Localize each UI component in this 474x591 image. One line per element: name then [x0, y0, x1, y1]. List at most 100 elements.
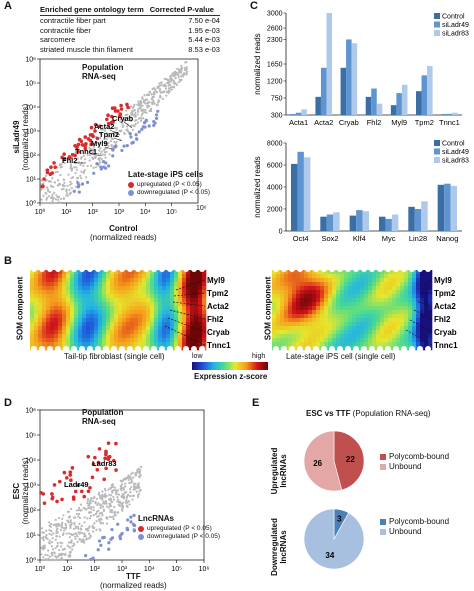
- som-cell-ttf: [130, 322, 135, 327]
- som-cell-ips: [280, 270, 285, 275]
- pie-slice-label: 22: [346, 455, 355, 464]
- som-cell-ips: [380, 326, 385, 331]
- som-cell-ips: [348, 290, 353, 295]
- som-cell-ips: [288, 318, 293, 323]
- som-cell-ttf: [118, 330, 123, 335]
- y-tick-label: 10⁵: [25, 81, 36, 88]
- som-cell-ttf: [74, 306, 79, 311]
- y-tick-label: 10²: [26, 508, 37, 515]
- som-cell-ttf: [106, 274, 111, 279]
- som-cell-ttf: [202, 310, 207, 315]
- x-tick-label: Myl9: [391, 118, 407, 127]
- som-border-notch: [361, 266, 367, 272]
- som-cell-ips: [368, 298, 373, 303]
- panel-d-legend-down: downregulated (P < 0.05): [138, 533, 220, 541]
- som-cell-ips: [356, 330, 361, 335]
- som-cell-ips: [420, 290, 425, 295]
- som-cell-ips: [380, 298, 385, 303]
- som-cell-ips: [320, 310, 325, 315]
- grey-point: [106, 143, 109, 147]
- som-cell-ttf: [146, 294, 151, 299]
- som-cell-ttf: [114, 270, 119, 275]
- downregulated-point: [101, 159, 106, 164]
- som-cell-ttf: [86, 330, 91, 335]
- som-cell-ips: [408, 270, 413, 275]
- som-cell-ips: [312, 302, 317, 307]
- grey-point: [185, 66, 188, 69]
- som-cell-ttf: [94, 330, 99, 335]
- grey-point: [85, 537, 89, 540]
- som-cell-ttf: [86, 334, 91, 339]
- grey-point: [70, 533, 73, 536]
- som-cell-ips: [384, 314, 389, 319]
- som-cell-ttf: [194, 298, 199, 303]
- som-cell-ips: [404, 314, 409, 319]
- som-border-notch: [111, 346, 117, 352]
- som-cell-ips: [380, 290, 385, 295]
- som-cell-ips: [308, 326, 313, 331]
- som-cell-ips: [284, 294, 289, 299]
- som-cell-ips: [300, 330, 305, 335]
- som-cell-ttf: [162, 286, 167, 291]
- som-cell-ttf: [130, 310, 135, 315]
- downregulated-point: [135, 137, 139, 141]
- som-cell-ips: [408, 278, 413, 283]
- som-cell-ips: [372, 282, 377, 287]
- som-cell-ips: [344, 314, 349, 319]
- grey-point: [54, 201, 58, 205]
- grey-point: [91, 157, 95, 161]
- grey-point: [51, 553, 54, 557]
- som-cell-ips: [396, 318, 401, 323]
- som-cell-ips: [340, 322, 345, 327]
- bar: [365, 96, 372, 115]
- som-cell-ttf: [198, 330, 203, 335]
- som-cell-ips: [320, 278, 325, 283]
- som-cell-ips: [324, 326, 329, 331]
- som-cell-ttf: [66, 274, 71, 279]
- som-cell-ips: [280, 282, 285, 287]
- som-cell-ips: [360, 298, 365, 303]
- som-cell-ips: [396, 290, 401, 295]
- som-cell-ttf: [202, 298, 207, 303]
- som-cell-ttf: [54, 314, 59, 319]
- upregulated-point: [104, 449, 108, 454]
- grey-point: [98, 162, 101, 166]
- som-cell-ips: [320, 286, 325, 291]
- som-cell-ips: [392, 270, 397, 275]
- som-cell-ttf: [118, 322, 123, 327]
- som-cell-ips: [300, 298, 305, 303]
- som-cell-ttf: [202, 334, 207, 339]
- grey-point: [105, 505, 109, 508]
- x-tick-label: Lin28: [409, 234, 427, 243]
- grey-point: [58, 552, 61, 556]
- som-cell-ttf: [130, 306, 135, 311]
- som-cell-ttf: [50, 286, 55, 291]
- som-cell-ttf: [86, 322, 91, 327]
- upregulated-point: [76, 483, 80, 488]
- grey-point: [69, 541, 72, 544]
- grey-point: [102, 502, 105, 505]
- som-cell-ttf: [30, 270, 35, 275]
- som-cell-ttf: [46, 274, 51, 279]
- som-cell-ttf: [178, 286, 183, 291]
- som-cell-ttf: [146, 342, 151, 347]
- som-cell-ips: [292, 278, 297, 283]
- som-cell-ips: [388, 318, 393, 323]
- som-cell-ttf: [178, 330, 183, 335]
- grey-point: [50, 545, 53, 548]
- som-cell-ips: [404, 342, 409, 347]
- grey-point: [93, 495, 96, 499]
- grey-point: [51, 177, 54, 180]
- som-cell-ttf: [142, 286, 147, 291]
- som-cell-ttf: [174, 310, 179, 315]
- som-cell-ttf: [110, 326, 115, 331]
- grey-point: [137, 494, 140, 497]
- grey-point: [69, 550, 72, 553]
- bar: [427, 65, 433, 115]
- som-cell-ttf: [186, 338, 191, 343]
- som-cell-ttf: [158, 326, 163, 331]
- som-cell-ips: [332, 274, 337, 279]
- som-cell-ips: [300, 286, 305, 291]
- som-cell-ttf: [190, 274, 195, 279]
